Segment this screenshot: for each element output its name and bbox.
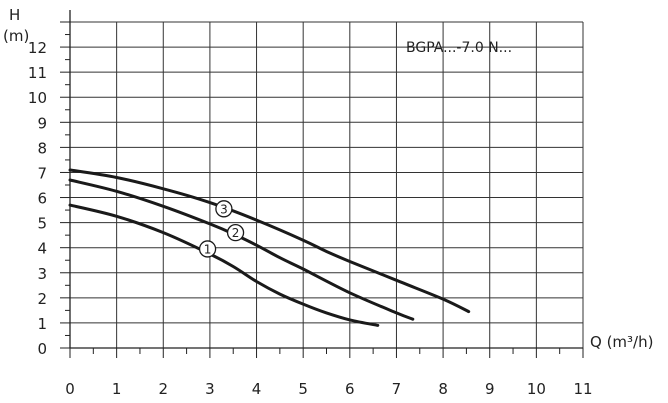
y-tick-label: 0 — [37, 340, 47, 358]
x-tick-label: 9 — [485, 380, 495, 398]
series-marker-3 — [215, 200, 233, 218]
x-tick-label: 6 — [345, 380, 355, 398]
series-lines — [68, 168, 471, 327]
x-tick-label: 3 — [205, 380, 215, 398]
series-marker-label-3: 3 — [220, 202, 228, 216]
grid-lines — [70, 21, 584, 348]
y-axis-label: H — [9, 6, 20, 24]
y-tick-label: 3 — [37, 265, 47, 283]
y-tick-label: 1 — [37, 315, 47, 333]
series-marker-label-2: 2 — [232, 226, 240, 240]
x-tick-label: 10 — [527, 380, 546, 398]
series-line-1 — [68, 203, 380, 327]
y-tick-label: 4 — [37, 240, 47, 258]
x-tick-label: 4 — [252, 380, 262, 398]
axes — [69, 10, 583, 349]
x-tick-label: 1 — [112, 380, 122, 398]
x-axis-label: Q (m³/h) — [590, 333, 653, 351]
series-line-3 — [68, 168, 471, 314]
model-label: BGPA...-7.0 N... — [406, 40, 512, 56]
y-tick-label: 2 — [37, 290, 47, 308]
y-tick-label: 11 — [28, 64, 47, 82]
y-tick-label: 5 — [37, 215, 47, 233]
series-markers: 1 23 — [198, 200, 245, 258]
y-tick-label: 6 — [37, 190, 47, 208]
y-tick-label: 8 — [37, 139, 47, 157]
tick-marks — [60, 21, 584, 358]
x-tick-label: 11 — [573, 380, 592, 398]
y-tick-label: 12 — [28, 39, 47, 57]
series-marker-label-1: 1 — [204, 242, 212, 256]
y-tick-label: 9 — [37, 114, 47, 132]
x-tick-label: 0 — [65, 380, 75, 398]
y-tick-label: 10 — [28, 89, 47, 107]
x-tick-label: 8 — [438, 380, 448, 398]
x-tick-label: 5 — [298, 380, 308, 398]
x-tick-label: 7 — [392, 380, 402, 398]
y-axis-unit: (m) — [3, 27, 29, 45]
y-tick-label: 7 — [37, 164, 47, 182]
series-marker-2 — [226, 223, 245, 242]
series-line-2 — [68, 178, 415, 321]
series-marker-1 — [198, 240, 217, 258]
x-tick-label: 2 — [158, 380, 168, 398]
